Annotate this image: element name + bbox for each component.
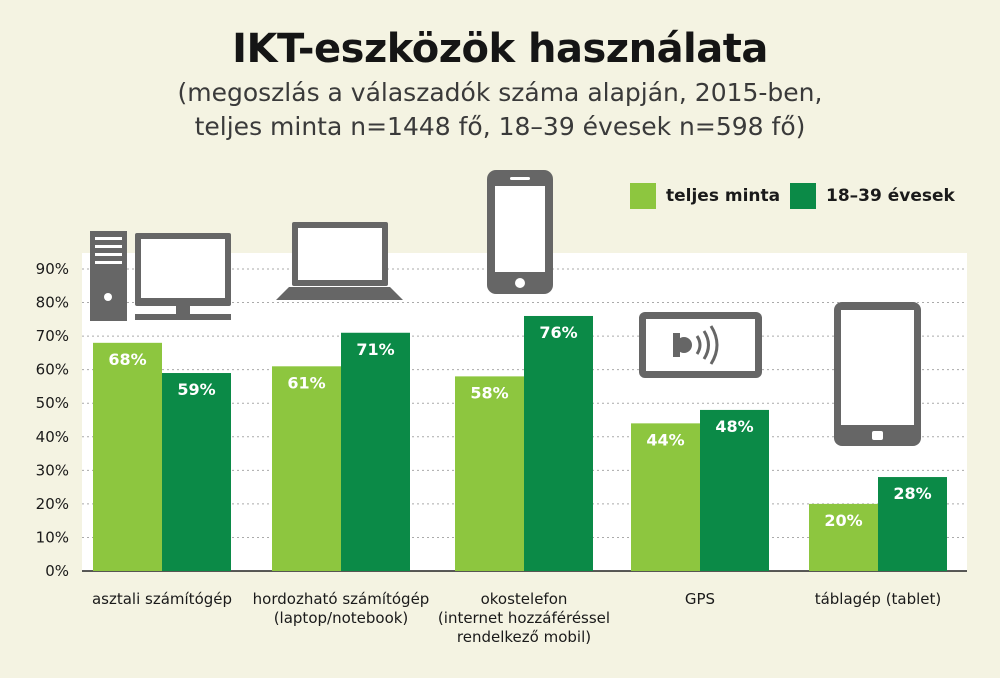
phone-screen: [495, 186, 545, 272]
bar-value-label: 48%: [715, 417, 753, 436]
legend-label-teljes-minta: teljes minta: [666, 186, 781, 206]
chart-title: IKT-eszközök használata: [232, 26, 768, 72]
smartphone-icon: [487, 170, 553, 294]
phone-speaker: [510, 177, 530, 180]
y-tick-label: 0%: [45, 562, 69, 580]
y-axis-ticks: 0% 10% 20% 30% 40% 50% 60% 70% 80% 90%: [36, 260, 69, 580]
bars: 68% 59% 61% 71% 58% 76% 44% 48% 20% 28%: [93, 315, 947, 571]
y-tick-label: 10%: [36, 528, 69, 546]
phone-button: [515, 278, 525, 288]
subtitle-line-2: teljes minta n=1448 fő, 18–39 évesek n=5…: [194, 112, 806, 141]
legend-swatch-18-39-evesek: [790, 183, 816, 209]
y-tick-label: 80%: [36, 294, 69, 312]
desktop-computer-icon: [90, 231, 231, 321]
tower-slot: [95, 261, 122, 264]
legend-label-18-39-evesek: 18–39 évesek: [826, 186, 955, 206]
tower-slot: [95, 237, 122, 240]
bar-value-label: 61%: [287, 373, 325, 392]
bar: [700, 409, 769, 571]
bar-value-label: 68%: [108, 350, 146, 369]
x-category-label: GPS: [600, 590, 800, 609]
x-category-label-line: asztali számítógép: [91, 590, 233, 608]
tower-button: [104, 293, 112, 301]
chart-subtitle: (megoszlás a válaszadók száma alapján, 2…: [0, 76, 1000, 144]
laptop-icon: [276, 222, 403, 300]
laptop-screen: [298, 228, 382, 280]
x-category-label-line: GPS: [684, 590, 716, 608]
monitor-screen: [141, 239, 225, 298]
y-tick-label: 60%: [36, 361, 69, 379]
tablet-screen: [841, 310, 914, 425]
x-category-label: okostelefon (internet hozzáféréssel rendel…: [424, 590, 624, 647]
monitor-neck: [176, 306, 190, 314]
bar-value-label: 44%: [646, 430, 684, 449]
bar: [631, 423, 700, 571]
y-tick-label: 50%: [36, 394, 69, 412]
x-category-label: asztali számítógép: [62, 590, 262, 609]
monitor-base: [135, 314, 231, 320]
y-tick-label: 20%: [36, 495, 69, 513]
bar-value-label: 59%: [177, 380, 215, 399]
gps-wave: [695, 335, 702, 355]
bar: [524, 315, 593, 571]
bar: [341, 332, 410, 571]
y-tick-label: 30%: [36, 461, 69, 479]
bar: [878, 477, 947, 571]
x-category-label-line: hordozható számítógép: [252, 590, 430, 608]
tower-slot: [95, 253, 122, 256]
bar-value-label: 76%: [539, 323, 577, 342]
bar-value-label: 71%: [356, 340, 394, 359]
bar-value-label: 28%: [893, 484, 931, 503]
desktop-tower: [90, 231, 127, 321]
gps-mast: [673, 333, 680, 357]
x-category-label-line: táblagép (tablet): [814, 590, 942, 608]
bar: [455, 376, 524, 571]
legend-item-teljes-minta: teljes minta: [630, 183, 780, 209]
bar: [162, 373, 231, 571]
legend-item-18-39-evesek: 18–39 évesek: [790, 183, 955, 209]
bar: [272, 366, 341, 571]
bar-value-label: 20%: [824, 511, 862, 530]
y-tick-label: 70%: [36, 327, 69, 345]
x-category-label-line: rendelkező mobil): [456, 628, 592, 646]
subtitle-line-1: (megoszlás a válaszadók száma alapján, 2…: [177, 78, 823, 107]
x-category-label-line: okostelefon: [480, 590, 568, 608]
x-category-label-line: (internet hozzáféréssel: [437, 609, 611, 627]
bar-value-label: 58%: [470, 383, 508, 402]
bar: [809, 503, 878, 571]
legend-swatch-teljes-minta: [630, 183, 656, 209]
laptop-base: [276, 287, 403, 300]
tablet-icon: [834, 302, 921, 446]
gps-icon: [639, 312, 762, 378]
x-category-label: táblagép (tablet): [778, 590, 978, 609]
bar: [93, 342, 162, 571]
category-icons: [90, 170, 921, 446]
gps-wave: [709, 325, 719, 365]
y-tick-label: 40%: [36, 428, 69, 446]
gps-wave: [702, 330, 710, 360]
x-category-label-line: (laptop/notebook): [273, 609, 409, 627]
x-category-label: hordozható számítógép (laptop/notebook): [241, 590, 441, 628]
tablet-button: [872, 431, 883, 440]
tower-slot: [95, 245, 122, 248]
y-tick-label: 90%: [36, 260, 69, 278]
